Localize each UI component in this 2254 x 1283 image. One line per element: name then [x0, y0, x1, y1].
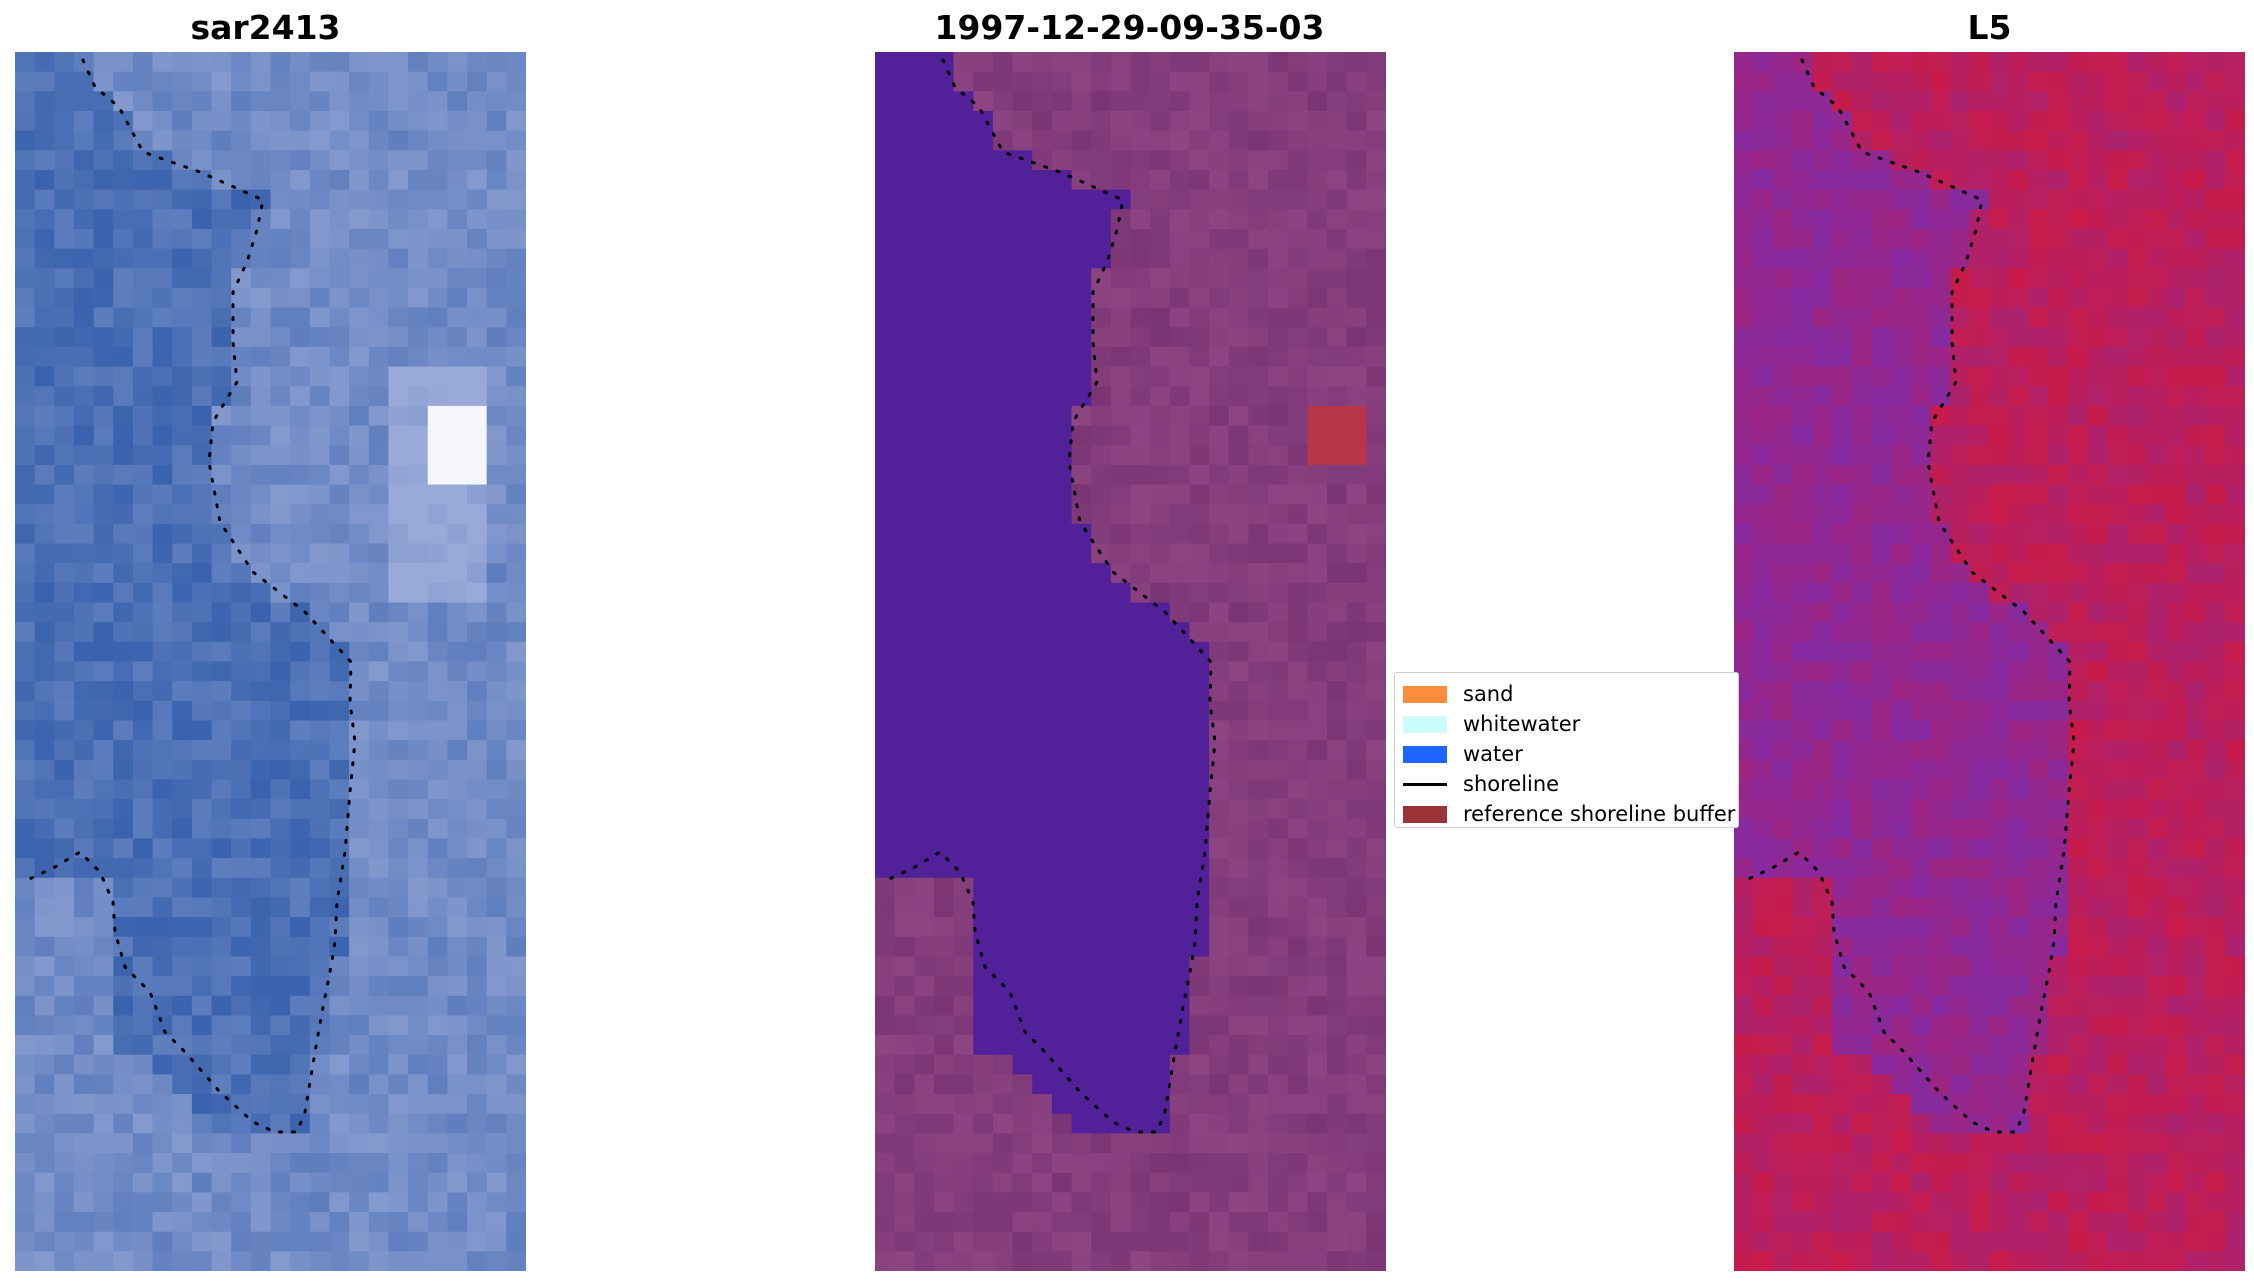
- legend-item-water: water: [1403, 739, 1523, 769]
- sand-swatch: [1403, 685, 1447, 703]
- index-image: [1734, 52, 2245, 1271]
- water-swatch: [1403, 745, 1447, 763]
- classified-image: [875, 52, 1386, 1271]
- legend: sand whitewater water shoreline referenc…: [1394, 672, 1739, 828]
- classified-image-panel: [875, 52, 1386, 1271]
- legend-item-reference-buffer: reference shoreline buffer: [1403, 799, 1735, 829]
- panel-title-classified: 1997-12-29-09-35-03: [934, 8, 1325, 47]
- rgb-image-panel: [15, 52, 526, 1271]
- legend-item-sand: sand: [1403, 679, 1513, 709]
- legend-item-whitewater: whitewater: [1403, 709, 1580, 739]
- panel-title-rgb: sar2413: [190, 8, 341, 47]
- rgb-image: [15, 52, 526, 1271]
- legend-item-shoreline: shoreline: [1403, 769, 1559, 799]
- shoreline-line-swatch: [1403, 782, 1447, 786]
- panel-title-index: L5: [1967, 8, 2012, 47]
- whitewater-swatch: [1403, 715, 1447, 733]
- index-image-panel: [1734, 52, 2245, 1271]
- reference-buffer-swatch: [1403, 805, 1447, 823]
